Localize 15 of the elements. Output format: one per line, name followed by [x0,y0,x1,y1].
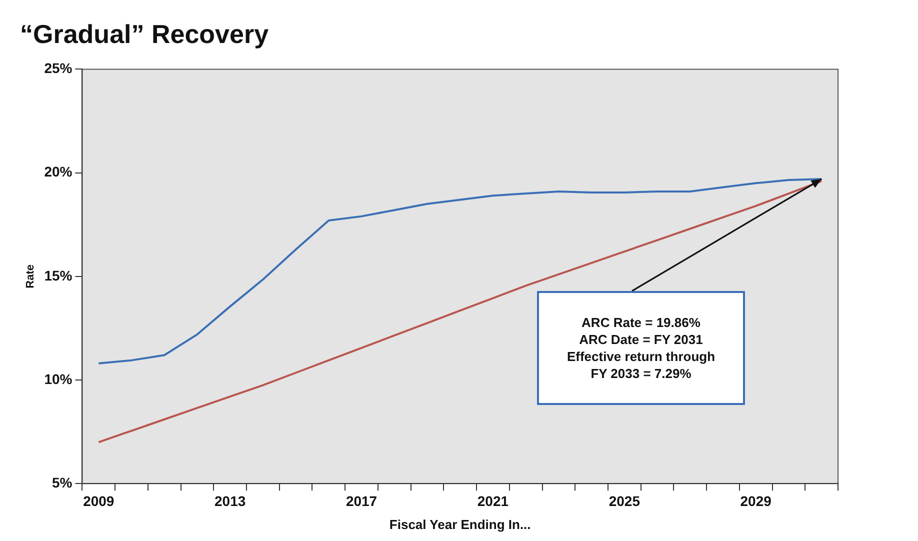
y-axis-title: Rate [24,264,37,288]
note-box: ARC Rate = 19.86% ARC Date = FY 2031 Effective return through FY 2033 = 7.29% [537,291,745,405]
y-tick-label: 25% [44,60,73,76]
y-tick-label: 20% [44,164,73,180]
chart-title: “Gradual” Recovery [20,18,270,49]
y-tick-label: 15% [44,267,73,284]
x-axis-title: Fiscal Year Ending In... [389,516,531,532]
x-tick-label: 2009 [83,492,114,509]
y-tick-label: 5% [52,474,73,490]
x-tick-label: 2025 [608,492,640,509]
x-tick-label: 2029 [740,492,772,509]
y-tick-label: 10% [44,370,73,387]
x-tick-label: 2017 [346,492,378,509]
x-tick-label: 2021 [477,492,509,509]
x-tick-label: 2013 [214,492,246,509]
